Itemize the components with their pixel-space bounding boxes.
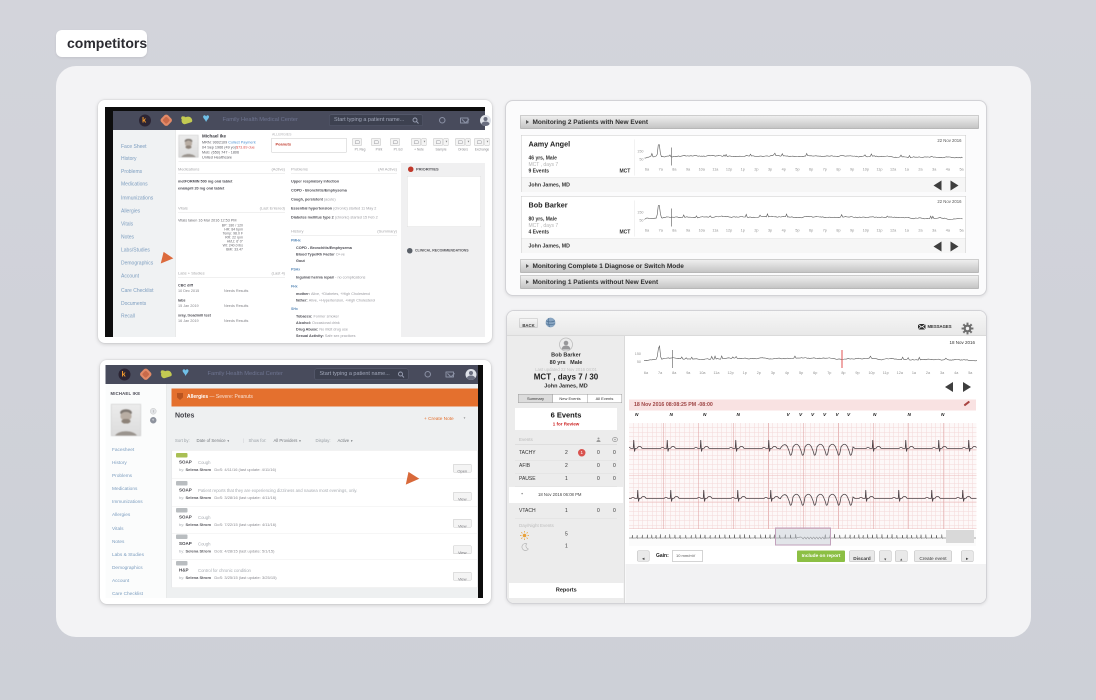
- svg-text:8a: 8a: [672, 168, 677, 172]
- svg-text:4a: 4a: [946, 229, 951, 233]
- svg-text:8a: 8a: [672, 371, 677, 375]
- svg-text:11a: 11a: [714, 371, 721, 375]
- svg-text:7p: 7p: [827, 371, 831, 375]
- svg-text:2a: 2a: [918, 168, 923, 172]
- svg-text:6p: 6p: [813, 371, 817, 375]
- svg-text:1p: 1p: [741, 168, 745, 172]
- svg-text:5a: 5a: [959, 168, 964, 172]
- svg-text:10p: 10p: [863, 168, 869, 172]
- svg-text:10p: 10p: [863, 229, 869, 233]
- svg-text:150: 150: [637, 211, 643, 215]
- svg-text:9a: 9a: [686, 229, 691, 233]
- svg-text:3p: 3p: [771, 371, 775, 375]
- svg-text:3a: 3a: [932, 229, 937, 233]
- svg-text:4a: 4a: [946, 168, 951, 172]
- svg-text:2p: 2p: [754, 168, 758, 172]
- svg-text:11a: 11a: [712, 168, 719, 172]
- svg-text:6a: 6a: [645, 168, 650, 172]
- svg-text:3a: 3a: [940, 371, 945, 375]
- svg-text:12p: 12p: [727, 371, 733, 375]
- svg-text:10a: 10a: [699, 229, 706, 233]
- svg-text:9p: 9p: [850, 168, 854, 172]
- svg-text:50: 50: [639, 219, 643, 223]
- svg-text:11p: 11p: [877, 168, 883, 172]
- svg-text:9a: 9a: [686, 371, 691, 375]
- svg-text:2p: 2p: [757, 371, 761, 375]
- svg-text:1a: 1a: [912, 371, 917, 375]
- svg-text:11p: 11p: [877, 229, 883, 233]
- svg-text:1p: 1p: [741, 229, 745, 233]
- svg-text:150: 150: [637, 150, 643, 154]
- svg-text:4a: 4a: [954, 371, 959, 375]
- svg-text:12p: 12p: [726, 168, 732, 172]
- svg-text:3a: 3a: [932, 168, 937, 172]
- svg-text:11p: 11p: [883, 371, 889, 375]
- svg-text:6p: 6p: [809, 229, 813, 233]
- svg-text:1p: 1p: [743, 371, 747, 375]
- svg-text:7p: 7p: [823, 229, 827, 233]
- svg-text:4p: 4p: [782, 229, 786, 233]
- svg-text:50: 50: [639, 158, 643, 162]
- svg-text:4p: 4p: [785, 371, 789, 375]
- svg-text:12a: 12a: [897, 371, 904, 375]
- svg-text:8p: 8p: [836, 168, 840, 172]
- svg-text:150: 150: [635, 352, 641, 356]
- svg-text:8p: 8p: [836, 229, 840, 233]
- svg-text:8a: 8a: [672, 229, 677, 233]
- svg-text:12p: 12p: [726, 229, 732, 233]
- svg-text:50: 50: [637, 360, 641, 364]
- svg-text:6a: 6a: [644, 371, 649, 375]
- svg-text:10a: 10a: [699, 371, 706, 375]
- svg-text:7a: 7a: [659, 229, 664, 233]
- svg-text:6p: 6p: [809, 168, 813, 172]
- svg-text:2a: 2a: [918, 229, 923, 233]
- svg-text:5p: 5p: [795, 229, 799, 233]
- svg-text:1a: 1a: [905, 168, 910, 172]
- svg-text:10a: 10a: [699, 168, 706, 172]
- svg-text:5p: 5p: [799, 371, 803, 375]
- svg-text:12a: 12a: [890, 168, 897, 172]
- svg-text:8p: 8p: [841, 371, 845, 375]
- svg-text:5a: 5a: [968, 371, 973, 375]
- svg-text:1a: 1a: [905, 229, 910, 233]
- svg-text:2p: 2p: [754, 229, 758, 233]
- svg-text:3p: 3p: [768, 168, 772, 172]
- svg-text:10p: 10p: [868, 371, 874, 375]
- svg-text:2a: 2a: [926, 371, 931, 375]
- svg-text:9a: 9a: [686, 168, 691, 172]
- svg-text:7a: 7a: [658, 371, 663, 375]
- svg-text:4p: 4p: [782, 168, 786, 172]
- svg-text:9p: 9p: [855, 371, 859, 375]
- svg-text:12a: 12a: [890, 229, 897, 233]
- svg-text:11a: 11a: [712, 229, 719, 233]
- svg-text:5p: 5p: [795, 168, 799, 172]
- svg-text:5a: 5a: [959, 229, 964, 233]
- svg-text:7a: 7a: [659, 168, 664, 172]
- svg-text:3p: 3p: [768, 229, 772, 233]
- svg-text:7p: 7p: [823, 168, 827, 172]
- svg-text:9p: 9p: [850, 229, 854, 233]
- svg-text:6a: 6a: [645, 229, 650, 233]
